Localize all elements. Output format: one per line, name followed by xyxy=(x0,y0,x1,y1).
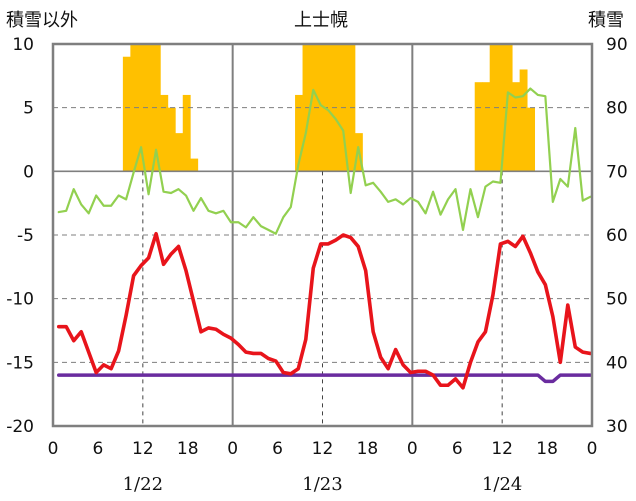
sunshine-bar xyxy=(504,44,513,172)
sunshine-bar xyxy=(137,44,146,172)
series-lines xyxy=(56,87,593,390)
sunshine-bar xyxy=(122,56,131,172)
x-axis-ticks: 0 6 12 18 0 6 12 18 0 6 12 18 0 xyxy=(48,439,598,459)
sunshine-bar xyxy=(175,133,184,172)
sunshine-bar xyxy=(527,107,536,172)
right-tick-label: 60 xyxy=(606,226,628,246)
left-axis-title: 積雪以外 xyxy=(6,10,78,31)
date-label: 1/24 xyxy=(482,474,522,495)
sunshine-bar xyxy=(482,82,491,172)
right-tick-label: 70 xyxy=(606,162,628,182)
sunshine-bar xyxy=(295,94,303,172)
x-tick-label: 0 xyxy=(48,439,59,459)
left-tick-label: -5 xyxy=(17,226,34,246)
sunshine-bar xyxy=(489,44,498,172)
left-tick-label: -15 xyxy=(6,353,34,373)
x-tick-label: 18 xyxy=(357,439,379,459)
date-labels: 1/22 1/23 1/24 xyxy=(123,474,523,495)
chart-title: 上士幌 xyxy=(294,10,348,31)
x-tick-label: 0 xyxy=(407,439,418,459)
x-tick-label: 6 xyxy=(452,439,463,459)
right-tick-label: 30 xyxy=(606,417,628,437)
left-tick-label: 5 xyxy=(23,99,34,119)
snow-depth-line xyxy=(56,373,593,384)
right-axis-ticks: 90 80 70 60 50 40 30 xyxy=(606,35,628,437)
sunshine-bar xyxy=(474,82,483,172)
x-tick-label: 0 xyxy=(587,439,598,459)
sunshine-bar xyxy=(325,44,333,172)
x-tick-label: 18 xyxy=(177,439,199,459)
left-axis-ticks: 10 5 0 -5 -10 -15 -20 xyxy=(6,35,34,437)
plot-frame xyxy=(51,42,594,428)
right-tick-label: 50 xyxy=(606,290,628,310)
date-label: 1/22 xyxy=(123,474,163,495)
x-tick-label: 12 xyxy=(132,439,154,459)
sunshine-bar xyxy=(182,94,191,172)
sunshine-bar xyxy=(160,94,169,172)
temperature-line xyxy=(56,231,593,390)
x-tick-label: 12 xyxy=(491,439,513,459)
x-tick-label: 18 xyxy=(536,439,558,459)
right-tick-label: 90 xyxy=(606,35,628,55)
left-tick-label: 0 xyxy=(23,162,34,182)
date-label: 1/23 xyxy=(302,474,342,495)
x-tick-label: 6 xyxy=(272,439,283,459)
right-axis-title: 積雪 xyxy=(588,10,624,31)
x-tick-label: 0 xyxy=(227,439,238,459)
sunshine-bar xyxy=(310,44,318,172)
right-tick-label: 80 xyxy=(606,99,628,119)
left-tick-label: 10 xyxy=(12,35,34,55)
sunshine-bar xyxy=(145,44,154,172)
sunshine-bar xyxy=(190,158,199,172)
sunshine-bar xyxy=(497,44,506,172)
x-tick-label: 12 xyxy=(312,439,334,459)
sunshine-bar xyxy=(317,44,326,172)
x-tick-label: 6 xyxy=(93,439,104,459)
right-tick-label: 40 xyxy=(606,353,628,373)
sunshine-bar xyxy=(167,107,176,172)
left-tick-label: -20 xyxy=(6,417,34,437)
left-tick-label: -10 xyxy=(6,290,34,310)
sunshine-bars xyxy=(122,44,536,172)
green-line xyxy=(57,87,592,235)
sunshine-bar xyxy=(519,69,528,172)
sunshine-bar xyxy=(512,82,521,172)
